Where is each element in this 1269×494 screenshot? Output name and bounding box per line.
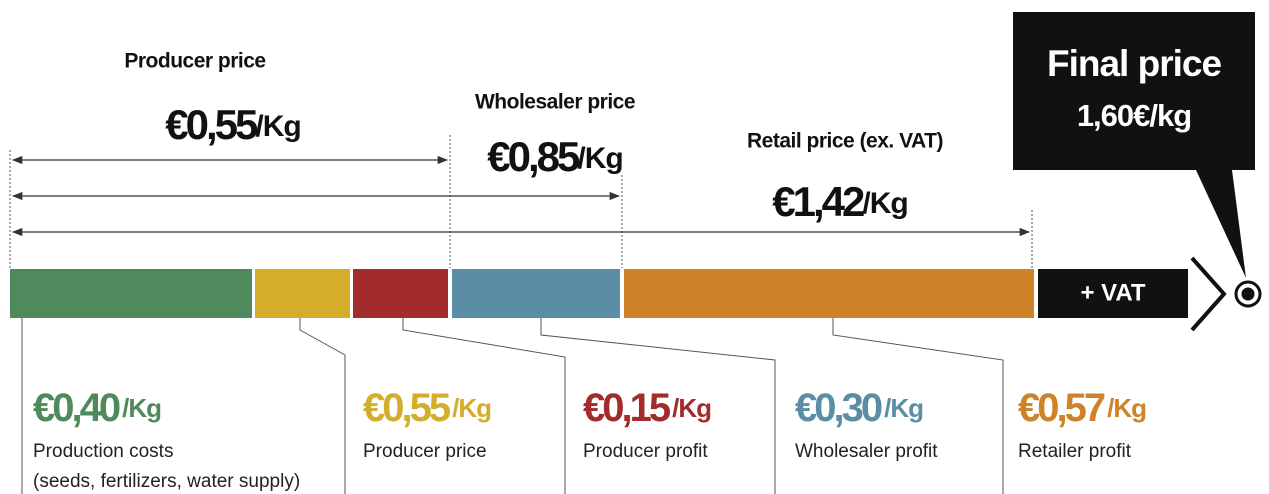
price-unit: /Kg <box>452 393 491 423</box>
bottom-labels: €0,40/Kg Production costs (seeds, fertiliz… <box>33 386 1147 492</box>
segment <box>255 269 350 318</box>
stage-title: Retail price (ex. VAT) <box>747 130 943 153</box>
segment-label: Production costs <box>33 441 173 462</box>
price-unit: /Kg <box>122 393 161 423</box>
price-unit: /Kg <box>1107 393 1146 423</box>
price-value: €0,55 <box>165 101 258 148</box>
price-value: €0,40 <box>33 386 120 430</box>
price-value: €0,55 <box>363 386 451 430</box>
vat-block <box>1038 269 1188 318</box>
segment-price: €0,30/Kg <box>795 386 923 430</box>
price-unit: /Kg <box>577 142 622 175</box>
price-value: €0,15 <box>583 386 671 430</box>
segment <box>624 269 1034 318</box>
segment-price: €0,15/Kg <box>583 386 711 430</box>
stage-price: €0,55/Kg <box>165 101 300 148</box>
price-value: €0,30 <box>795 386 882 430</box>
end-dot <box>1241 287 1255 301</box>
price-unit: /Kg <box>255 110 300 143</box>
price-unit: /Kg <box>884 393 923 423</box>
segment-price: €0,57/Kg <box>1018 386 1146 430</box>
segment-price: €0,55/Kg <box>363 386 491 430</box>
segment-price: €0,40/Kg <box>33 386 161 430</box>
stage-title: Producer price <box>124 50 265 73</box>
final-callout <box>1013 12 1255 278</box>
segment <box>452 269 620 318</box>
price-unit: /Kg <box>862 187 907 220</box>
stage-price: €0,85/Kg <box>487 133 622 180</box>
price-value: €1,42 <box>772 178 864 225</box>
segment-label: Retailer profit <box>1018 441 1132 462</box>
price-unit: /Kg <box>672 393 711 423</box>
segment-label: Wholesaler profit <box>795 441 938 462</box>
stage-price: €1,42/Kg <box>772 178 907 225</box>
final-title: Final price <box>1047 43 1221 84</box>
price-value: €0,57 <box>1018 386 1105 430</box>
vat-label: + VAT <box>1080 279 1145 306</box>
segment-label: (seeds, fertilizers, water supply) <box>33 471 300 492</box>
chevron <box>1190 256 1227 332</box>
segment-label: Producer price <box>363 441 487 462</box>
segment <box>10 269 252 318</box>
leader <box>299 300 346 494</box>
final-price: 1,60€/kg <box>1077 98 1191 133</box>
top-labels: Producer price €0,55/Kg Wholesaler price €0… <box>124 50 943 226</box>
stage-title: Wholesaler price <box>475 91 635 114</box>
bar <box>10 269 1034 318</box>
segment <box>353 269 448 318</box>
price-value: €0,85 <box>487 133 580 180</box>
segment-label: Producer profit <box>583 441 708 462</box>
